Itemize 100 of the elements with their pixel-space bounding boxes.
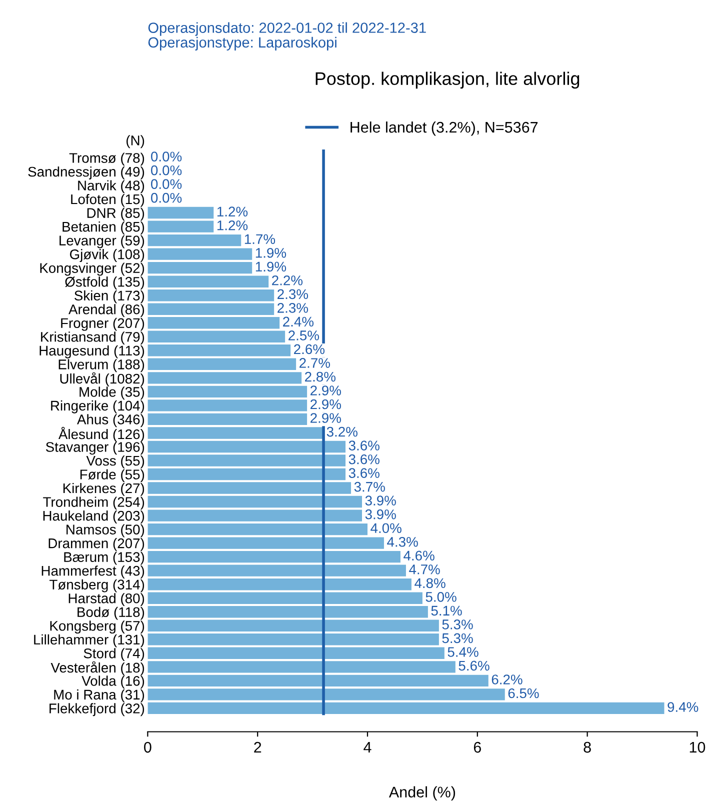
y-tick-label: Drammen (207) — [48, 538, 144, 551]
y-tick-label: Betanien (85) — [62, 222, 144, 234]
data-label: 1.9% — [256, 262, 286, 272]
data-label: 3.7% — [354, 482, 385, 492]
data-label: 1.2% — [217, 220, 248, 230]
bar — [148, 510, 362, 522]
bar — [148, 220, 214, 232]
y-tick-label: Trondheim (254) — [43, 496, 144, 510]
bar — [148, 688, 505, 700]
data-label: 2.9% — [310, 386, 341, 396]
bar — [148, 620, 439, 632]
bar — [148, 674, 488, 687]
bar — [148, 606, 428, 618]
x-tick-label: 6 — [474, 742, 481, 753]
bar — [148, 702, 664, 714]
bar — [148, 634, 439, 646]
bar — [148, 344, 291, 356]
data-label: 0.0% — [151, 192, 182, 203]
y-tick-label: Bærum (153) — [64, 552, 144, 565]
y-tick-label: Sandnessjøen (49) — [28, 166, 144, 180]
data-label: 3.6% — [348, 454, 380, 464]
data-label: 3.2% — [326, 426, 358, 437]
y-tick-label: Harstad (80) — [68, 593, 144, 606]
data-label: 1.7% — [244, 234, 276, 244]
data-label: 5.3% — [442, 633, 473, 644]
data-label: 5.1% — [431, 606, 462, 616]
bar — [148, 248, 252, 260]
x-tick-label: 4 — [364, 742, 372, 753]
bar — [148, 661, 456, 673]
y-tick-label: Levanger (59) — [60, 235, 144, 248]
y-tick-label: Ahus (346) — [76, 414, 144, 428]
data-label: 2.4% — [283, 316, 314, 327]
y-tick-label: Voss (55) — [86, 455, 144, 468]
y-tick-label: Østfold (135) — [65, 276, 144, 290]
bar — [148, 276, 269, 288]
chart-title: Postop. komplikasjon, lite alvorlig — [316, 72, 580, 89]
data-label: 0.0% — [151, 179, 182, 189]
x-axis-title: Andel (%) — [388, 786, 456, 800]
data-label: 3.9% — [365, 496, 396, 506]
y-tick-label: Tønsberg (314) — [50, 579, 144, 592]
bar — [148, 468, 346, 480]
bar — [148, 647, 444, 659]
data-label: 6.5% — [508, 688, 539, 698]
y-tick-label: Hammerfest (43) — [42, 566, 144, 578]
x-tick-label: 0 — [144, 742, 152, 753]
y-tick-label: Ringerike (104) — [51, 400, 144, 414]
data-label: 2.2% — [272, 275, 303, 286]
bar — [148, 482, 352, 494]
y-tick-label: Kirkenes (27) — [63, 482, 144, 496]
text: (N) — [126, 135, 144, 148]
y-tick-label: DNR (85) — [87, 208, 144, 221]
bar — [148, 550, 400, 563]
bar — [148, 290, 274, 302]
data-label: 5.4% — [448, 647, 478, 657]
bar — [148, 592, 422, 604]
data-label: 4.0% — [370, 523, 402, 534]
bar — [148, 372, 302, 384]
y-tick-label: Haugesund (113) — [40, 345, 144, 358]
y-tick-label: Elverum (188) — [58, 359, 144, 372]
y-tick-label: Stord (74) — [84, 648, 144, 662]
data-label: 1.2% — [217, 206, 248, 216]
bar — [148, 578, 412, 590]
x-tick-label: 10 — [690, 742, 706, 753]
y-tick-label: Namsos (50) — [66, 524, 144, 538]
data-label: 4.3% — [387, 536, 418, 547]
data-label: 4.8% — [414, 578, 446, 588]
y-tick-label: Gjøvik (108) — [70, 249, 144, 262]
y-tick-label: Kongsvinger (52) — [40, 262, 144, 276]
y-tick-label: Kongsberg (57) — [50, 620, 144, 634]
chart-subtitle: Operasjonsdato: 2022-01-02 til 2022-12-31 Operasjonstype: Laparoskopi — [148, 22, 426, 50]
data-label: 5.6% — [458, 660, 490, 671]
data-label: 2.3% — [278, 303, 308, 313]
y-tick-label: Haukeland (203) — [43, 510, 144, 524]
bar — [148, 427, 324, 439]
legend-label: Hele landet (3.2%), N=5367 — [350, 121, 538, 136]
bar — [148, 234, 242, 246]
y-tick-label: Ålesund (126) — [58, 426, 144, 442]
data-label: 1.9% — [256, 248, 286, 258]
y-tick-label: Arendal (86) — [68, 304, 144, 318]
data-label: 3.6% — [348, 440, 380, 450]
data-label: 5.3% — [442, 620, 473, 630]
bar — [148, 440, 346, 453]
bar — [148, 537, 384, 549]
y-tick-label: Lofoten (15) — [71, 194, 144, 207]
y-tick-label: Skien (173) — [74, 290, 144, 304]
y-tick-label: Molde (35) — [80, 386, 144, 400]
bar — [148, 330, 286, 342]
data-label: 2.6% — [294, 344, 324, 354]
x-tick-label: 2 — [254, 742, 262, 753]
y-tick-label: Tromsø (78) — [69, 152, 144, 166]
data-label: 3.6% — [348, 468, 380, 478]
data-label: 2.8% — [305, 372, 336, 382]
y-tick-label: Narvik (48) — [78, 180, 144, 194]
bar — [148, 496, 362, 508]
y-tick-label: Mo i Rana (31) — [54, 689, 144, 702]
y-tick-label: Ullevål (1082) — [60, 372, 144, 386]
data-label: 2.9% — [310, 413, 341, 423]
bar — [148, 317, 280, 329]
bar — [148, 386, 308, 398]
data-label: 4.7% — [409, 564, 440, 574]
